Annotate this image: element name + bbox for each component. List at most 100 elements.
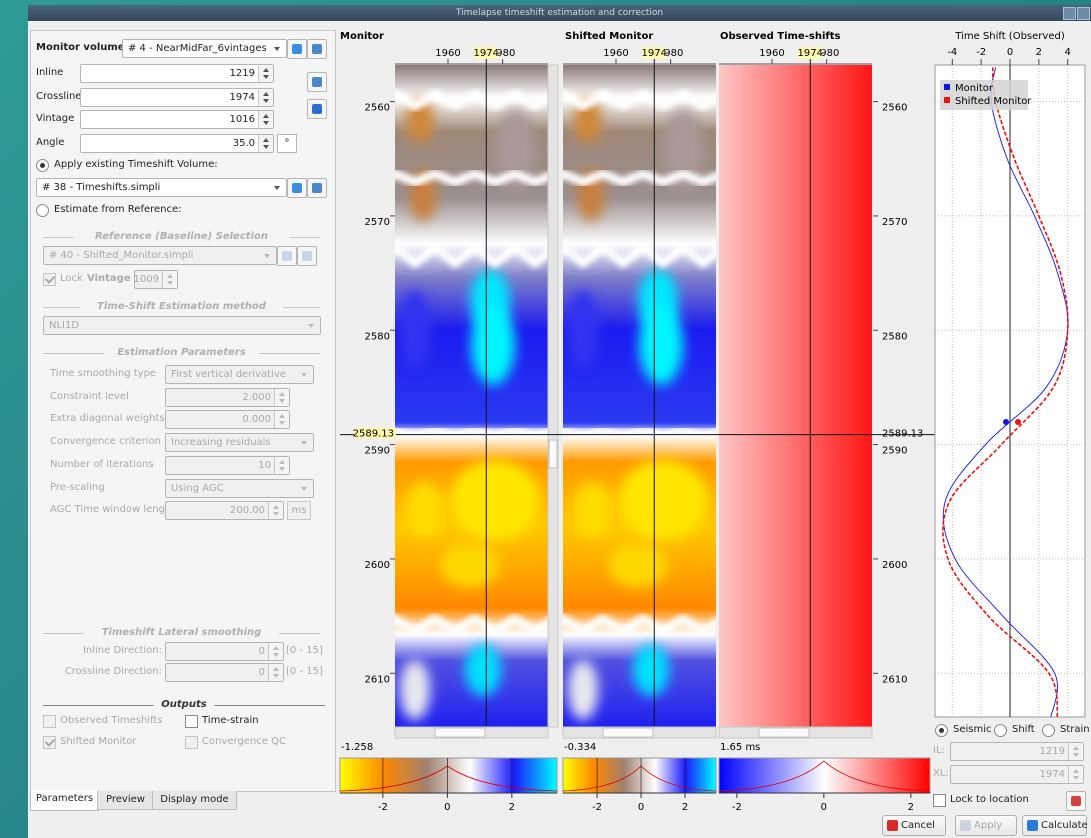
checkbox[interactable]: [185, 715, 198, 728]
button[interactable]: Cancel: [882, 815, 946, 836]
colorbar-label: -0.334: [564, 742, 596, 753]
y-tick-label: 2600: [882, 560, 907, 571]
check-mark: [45, 736, 56, 747]
tool-button[interactable]: [287, 39, 307, 59]
radio-button[interactable]: [36, 159, 49, 172]
spin-value: 0: [259, 644, 265, 660]
tool-icon: [312, 77, 322, 87]
spin-box[interactable]: 1219: [80, 64, 274, 83]
spin-box[interactable]: 1974: [950, 765, 1084, 784]
checkbox-label: Observed Timeshifts: [60, 713, 163, 729]
spin-box[interactable]: 1219: [950, 742, 1084, 761]
spin-box[interactable]: 200.00: [165, 501, 284, 520]
legend-label: Shifted Monitor: [955, 96, 1032, 107]
combo-box[interactable]: Increasing residuals: [165, 433, 314, 452]
tab[interactable]: Parameters: [30, 790, 99, 811]
button-label: Calculate: [1041, 818, 1088, 834]
section-image: [558, 65, 723, 727]
tool-button[interactable]: [277, 246, 297, 266]
cursor-dot: [1003, 419, 1009, 425]
spin-buttons: [268, 502, 283, 519]
radio-button[interactable]: [935, 724, 948, 737]
amplitude-blob: [465, 644, 501, 696]
arrow: [273, 646, 279, 650]
button[interactable]: Calculate: [1022, 815, 1087, 836]
spin-box[interactable]: 0: [165, 642, 284, 661]
x-tick-label: 2: [1036, 47, 1042, 58]
tool-button[interactable]: [307, 178, 327, 198]
spin-box[interactable]: 1016: [80, 110, 274, 129]
tab[interactable]: Display mode: [152, 791, 237, 810]
tool-button[interactable]: [287, 178, 307, 198]
tool-icon: [312, 44, 322, 54]
amplitude-blob: [440, 543, 500, 587]
spin-box[interactable]: 1009: [134, 270, 178, 289]
amplitude-blob: [399, 290, 431, 370]
field-label: Number of iterations: [50, 457, 154, 473]
tool-icon: [282, 251, 292, 261]
spin-box[interactable]: 2.000: [165, 388, 290, 407]
checkbox-label: Shifted Monitor: [60, 734, 136, 750]
tool-button[interactable]: [307, 99, 327, 119]
button[interactable]: Apply: [955, 815, 1017, 836]
spin-box[interactable]: 0: [165, 663, 284, 682]
tool-button[interactable]: [307, 39, 327, 59]
legend-swatch: [944, 97, 950, 103]
panel-title: Monitor: [340, 31, 384, 42]
arrow: [264, 254, 270, 258]
field-label: Time smoothing type: [50, 366, 156, 382]
y-tick-label: 2570: [882, 217, 907, 228]
y-tick-label: 2560: [365, 103, 390, 114]
arrow: [279, 421, 285, 425]
combo-box[interactable]: # 38 - Timeshifts.simpli: [36, 178, 287, 197]
spin-box[interactable]: 35.0: [80, 134, 274, 153]
arrow: [263, 121, 269, 125]
amplitude-blob: [400, 660, 430, 720]
tool-button[interactable]: [1066, 791, 1086, 811]
tab-label: Parameters: [31, 791, 98, 807]
button-label: Cancel: [901, 818, 935, 834]
combo-text: # 38 - Timeshifts.simpli: [42, 180, 160, 196]
combo-box[interactable]: # 4 - NearMidFar_6vintages: [122, 39, 287, 58]
radio-button[interactable]: [994, 724, 1007, 737]
checkbox[interactable]: [933, 794, 946, 807]
spin-buttons: [274, 389, 289, 406]
spin-box[interactable]: 0.000: [165, 410, 290, 429]
section-image: [719, 65, 872, 727]
spin-buttons: [162, 271, 177, 288]
tab-label: Display mode: [153, 792, 236, 808]
group-line: [214, 705, 325, 706]
y-tick-label: 2590: [882, 446, 907, 457]
arrow: [1073, 746, 1079, 750]
radio-dot: [40, 163, 45, 168]
radio-button[interactable]: [1042, 724, 1055, 737]
checkbox[interactable]: [43, 715, 56, 728]
tool-button[interactable]: [297, 246, 317, 266]
field-label: Convergence criterion: [50, 434, 161, 450]
legend-label: Monitor: [955, 83, 994, 94]
combo-box[interactable]: NLI1D: [43, 316, 321, 335]
combo-box[interactable]: # 40 - Shifted_Monitor.simpli: [43, 246, 277, 265]
group-line: [43, 705, 154, 706]
unit-label: °: [278, 136, 296, 152]
checkbox[interactable]: [43, 736, 56, 749]
combo-text: # 4 - NearMidFar_6vintages: [128, 41, 267, 57]
colorbar-tick-label: -2: [378, 802, 388, 813]
field-label: Inline: [36, 65, 63, 81]
group-line: [290, 237, 321, 238]
arrow: [263, 75, 269, 79]
tool-icon: [312, 183, 322, 193]
plot-title: Time Shift (Observed): [954, 31, 1065, 42]
arrow: [1073, 753, 1079, 757]
spin-box[interactable]: 1974: [80, 88, 274, 107]
checkbox[interactable]: [185, 736, 198, 749]
field-label: IL:: [933, 743, 945, 759]
tab[interactable]: Preview: [97, 791, 154, 810]
amplitude-blob: [450, 460, 540, 540]
spin-box[interactable]: 10: [165, 456, 290, 475]
tool-button[interactable]: [307, 72, 327, 92]
combo-box[interactable]: Using AGC: [165, 479, 314, 498]
combo-box[interactable]: First vertical derivative: [165, 365, 314, 384]
checkbox[interactable]: [43, 273, 56, 286]
radio-button[interactable]: [36, 204, 49, 217]
